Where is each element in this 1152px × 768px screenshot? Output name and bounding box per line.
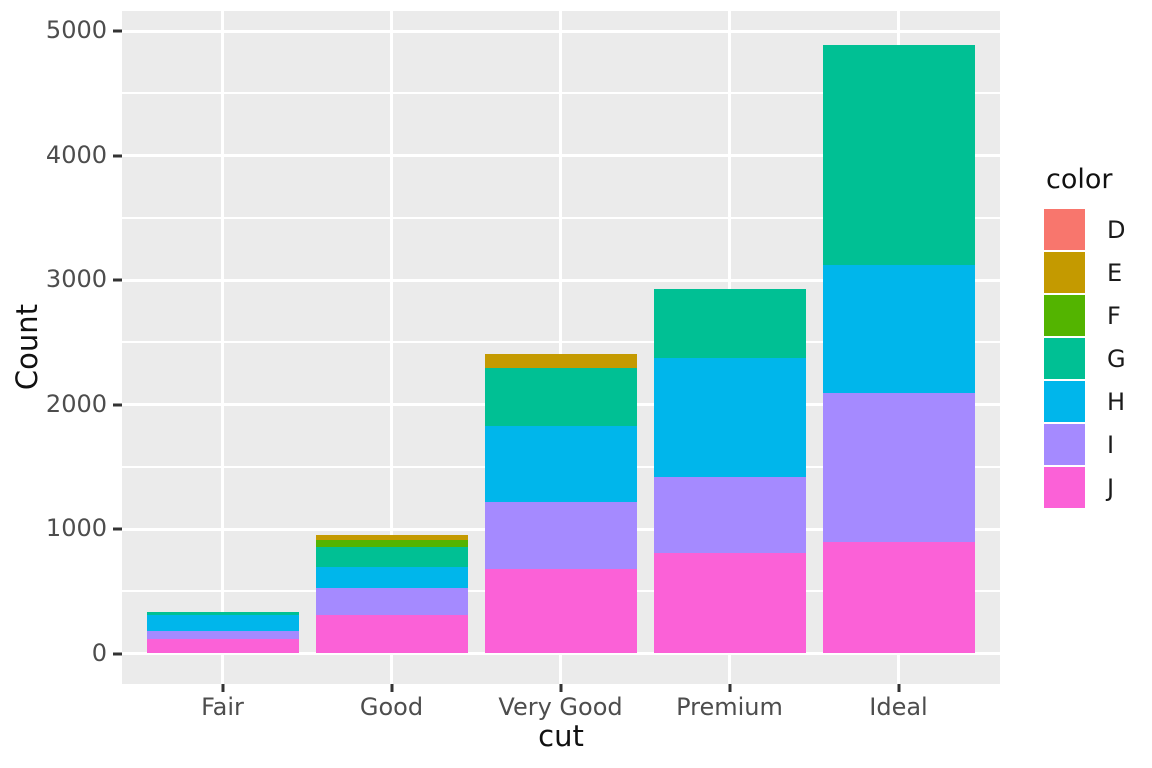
x-axis-title: cut [538,719,584,753]
bar-segment-good-J [315,615,468,654]
bar-segment-ideal-I [822,393,975,543]
legend-label: J [1107,473,1115,502]
gridline-vertical [559,11,562,684]
y-tick-mark [113,29,122,33]
legend-key-F: F [1044,295,1126,336]
bar-segment-very-good-J [484,568,637,654]
legend-label: G [1107,344,1126,373]
bar-segment-premium-H [653,358,806,477]
y-tick-mark [113,403,122,406]
legend-label: F [1107,301,1121,330]
legend-key-E: E [1044,252,1126,293]
bar-segment-very-good-E [484,353,637,368]
y-tick-label: 4000 [45,140,107,169]
legend-key-G: G [1044,338,1126,379]
bar-segment-very-good-H [484,425,637,503]
legend-key-I: I [1044,424,1126,465]
x-tick-mark [728,684,731,692]
legend-swatch-F [1044,295,1085,336]
y-tick-label: 5000 [45,16,107,45]
y-tick-mark [113,154,122,157]
y-axis-title: Count [10,303,44,391]
x-tick-label: Premium [676,693,783,721]
x-tick-label: Ideal [869,693,928,721]
legend-swatch-J [1044,467,1085,508]
bar-segment-good-H [315,566,468,589]
legend-swatch-H [1044,381,1085,422]
legend-swatch-E [1044,252,1085,293]
x-tick-mark [390,684,393,692]
x-tick-label: Very Good [498,693,623,721]
y-tick-mark [113,527,122,531]
bar-segment-fair-I [146,631,299,640]
legend-key-J: J [1044,467,1126,508]
bar-segment-good-E [315,535,468,541]
legend-swatch-D [1044,209,1085,250]
bar-segment-very-good-I [484,502,637,569]
bar-segment-fair-G [146,612,299,615]
x-tick-mark [897,684,900,692]
legend-swatch-I [1044,424,1085,465]
x-tick-mark [559,684,562,692]
bar-segment-fair-J [146,639,299,654]
x-tick-mark [221,684,224,692]
legend-label: D [1107,215,1126,244]
bar-segment-good-G [315,547,468,567]
y-tick-mark [113,652,122,655]
y-tick-label: 0 [91,638,107,667]
y-tick-label: 1000 [45,514,107,543]
bar-segment-premium-G [653,288,806,359]
bar-segment-good-I [315,588,468,616]
gridline-vertical [221,11,224,684]
legend-key-H: H [1044,381,1126,422]
legend-key-D: D [1044,209,1126,250]
bar-segment-ideal-H [822,265,975,394]
legend-label: E [1107,258,1123,287]
legend-label: H [1107,387,1126,416]
bar-segment-good-F [315,540,468,548]
bar-segment-fair-H [146,614,299,632]
bar-segment-very-good-G [484,367,637,426]
x-tick-label: Fair [201,693,244,721]
x-tick-label: Good [359,693,424,721]
bar-segment-ideal-G [822,44,975,266]
y-tick-mark [113,278,122,282]
bar-segment-premium-J [653,553,806,654]
y-tick-label: 2000 [45,389,107,418]
legend-label: I [1107,430,1115,459]
plot-panel [122,11,1000,684]
bar-segment-premium-I [653,476,806,554]
legend-title: color [1046,164,1113,195]
y-tick-label: 3000 [45,265,107,294]
bar-segment-ideal-J [822,542,975,654]
legend-swatch-G [1044,338,1085,379]
gridline-vertical [390,11,393,684]
